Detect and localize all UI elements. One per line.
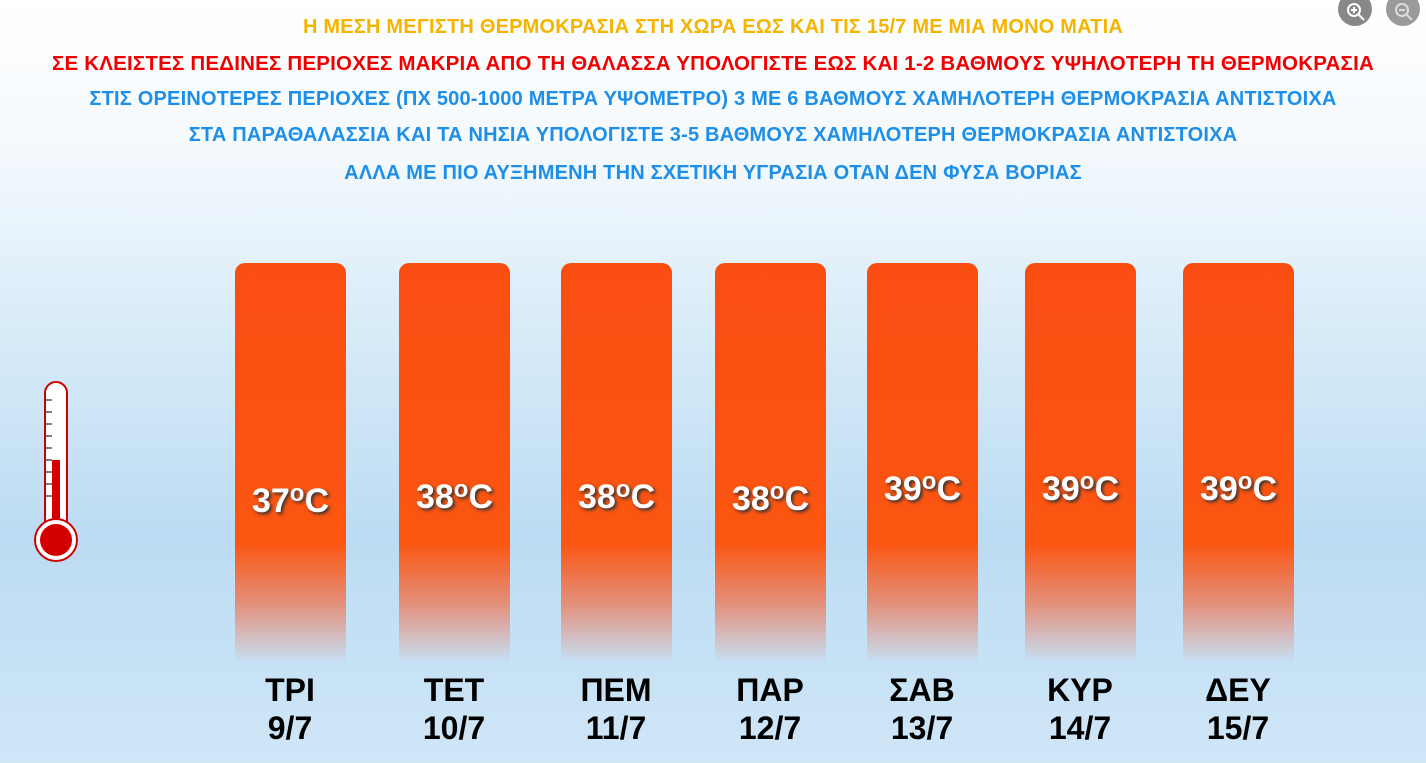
day-label: ΔΕΥ: [1205, 672, 1271, 708]
temperature-value: 39: [1199, 470, 1238, 508]
celsius-unit: C: [1094, 470, 1120, 508]
bar-ΠΑΡ: [715, 263, 826, 663]
day-label: ΣΑΒ: [889, 672, 955, 708]
bar-ΠΕΜ: [561, 263, 672, 663]
bar-ΣΑΒ: [867, 263, 978, 663]
date-label: 12/7: [738, 710, 802, 746]
zoom-in-button[interactable]: [1338, 0, 1372, 26]
bar-ΔΕΥ: [1183, 263, 1294, 663]
title-line: Η ΜΕΣΗ ΜΕΓΙΣΤΗ ΘΕΡΜΟΚΡΑΣΙΑ ΣΤΗ ΧΩΡΑ ΕΩΣ …: [303, 16, 1123, 38]
temperature-value: 37: [251, 482, 290, 520]
date-label: 10/7: [422, 710, 486, 746]
day-label: ΠΑΡ: [736, 672, 804, 708]
degree-sign: o: [289, 480, 305, 507]
date-label: 13/7: [890, 710, 954, 746]
date-label: 15/7: [1206, 710, 1270, 746]
temperature-value: 39: [883, 470, 922, 508]
temperature-label: 39oC: [867, 468, 978, 509]
day-label: ΤΡΙ: [265, 672, 315, 708]
date-label: 14/7: [1048, 710, 1112, 746]
celsius-unit: C: [936, 470, 962, 508]
temperature-label: 39oC: [1183, 468, 1294, 509]
temperature-label: 38oC: [399, 476, 510, 517]
day-label: ΚΥΡ: [1047, 672, 1113, 708]
temperature-value: 38: [731, 480, 770, 518]
celsius-unit: C: [784, 480, 810, 518]
date-label: 9/7: [267, 710, 313, 746]
degree-sign: o: [615, 476, 631, 503]
mountain-note: ΣΤΙΣ ΟΡΕΙΝΟΤΕΡΕΣ ΠΕΡΙΟΧΕΣ (ΠΧ 500-1000 Μ…: [89, 88, 1337, 110]
degree-sign: o: [769, 478, 785, 505]
coastal-note: ΣΤΑ ΠΑΡΑΘΑΛΑΣΣΙΑ ΚΑΙ ΤΑ ΝΗΣΙΑ ΥΠΟΛΟΓΙΣΤΕ…: [188, 124, 1238, 146]
thermometer-icon: [34, 381, 78, 562]
celsius-unit: C: [1252, 470, 1278, 508]
bar-ΤΕΤ: [399, 263, 510, 663]
zoom-in-icon: [1347, 3, 1365, 21]
day-label: ΠΕΜ: [580, 672, 652, 708]
temperature-value: 38: [415, 478, 454, 516]
temperature-label: 39oC: [1025, 468, 1136, 509]
day-label: ΤΕΤ: [423, 672, 485, 708]
bar-ΚΥΡ: [1025, 263, 1136, 663]
date-label: 11/7: [585, 710, 647, 746]
lowland-note: ΣΕ ΚΛΕΙΣΤΕΣ ΠΕΔΙΝΕΣ ΠΕΡΙΟΧΕΣ ΜΑΚΡΙΑ ΑΠΟ …: [52, 52, 1374, 75]
humidity-note: ΑΛΛΑ ΜΕ ΠΙΟ ΑΥΞΗΜΕΝΗ ΤΗΝ ΣΧΕΤΙΚΗ ΥΓΡΑΣΙΑ…: [344, 162, 1082, 184]
temperature-value: 38: [577, 478, 616, 516]
temperature-label: 37oC: [235, 480, 346, 521]
bar-ΤΡΙ: [235, 263, 346, 663]
temperature-label: 38oC: [561, 476, 672, 517]
zoom-out-icon: [1395, 3, 1413, 21]
celsius-unit: C: [630, 478, 656, 516]
degree-sign: o: [1237, 468, 1253, 495]
degree-sign: o: [921, 468, 937, 495]
degree-sign: o: [1079, 468, 1095, 495]
temperature-value: 39: [1041, 470, 1080, 508]
temperature-label: 38oC: [715, 478, 826, 519]
zoom-out-button[interactable]: [1386, 0, 1420, 26]
celsius-unit: C: [468, 478, 494, 516]
degree-sign: o: [453, 476, 469, 503]
celsius-unit: C: [304, 482, 330, 520]
